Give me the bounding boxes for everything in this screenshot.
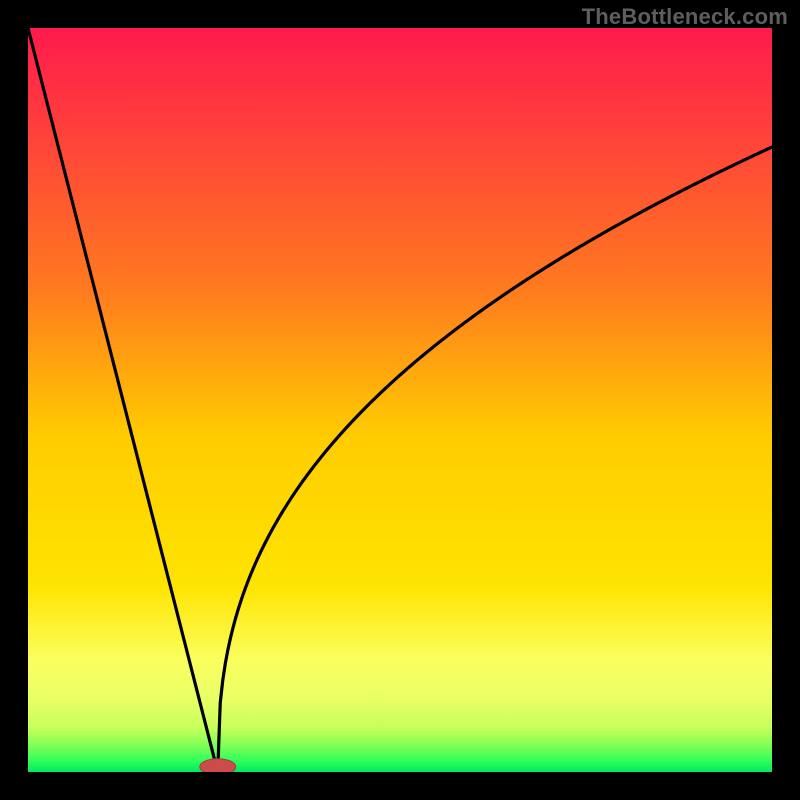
watermark-text: TheBottleneck.com [582,4,788,30]
chart-frame: TheBottleneck.com [0,0,800,800]
plot-area [28,28,772,772]
gradient-background [28,28,772,772]
gradient-plot-svg [28,28,772,772]
minimum-marker [200,759,236,772]
